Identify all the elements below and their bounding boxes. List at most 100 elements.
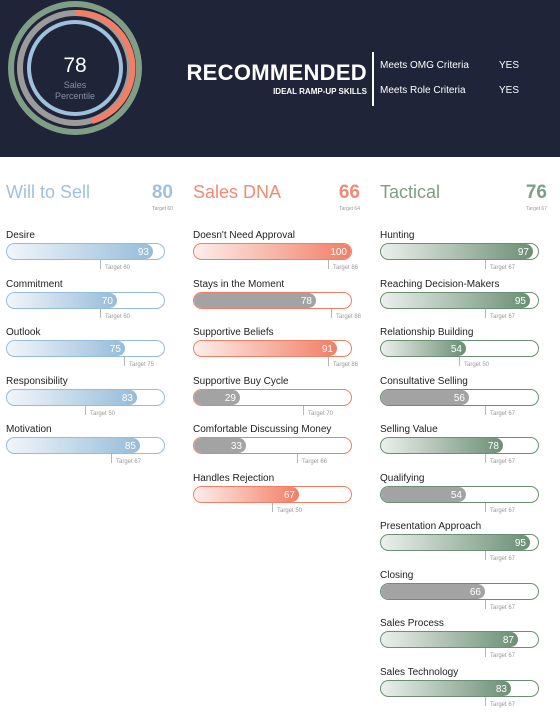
skill-label: Supportive Buy Cycle (193, 375, 289, 387)
target-tick (100, 260, 101, 269)
target-label: Target 67 (490, 556, 516, 562)
skill-row: Sales Technology 83 Target 67 (380, 667, 547, 715)
skill-bar-fill (7, 389, 137, 405)
skill-bar: 87 (380, 631, 539, 648)
skill-value: 87 (502, 635, 514, 646)
column-target: Target 60 (152, 206, 173, 212)
skill-label: Supportive Beliefs (193, 327, 274, 338)
target-label: Target 67 (490, 265, 516, 271)
skill-bar: 67 (193, 485, 352, 503)
skill-bar: 78 (380, 437, 539, 454)
skill-row: Doesn't Need Approval 100 Target 86 (193, 230, 360, 278)
skill-bar: 78 (193, 291, 352, 309)
target-tick (111, 454, 112, 463)
skill-bar-fill (381, 244, 533, 259)
target-label: Target 67 (490, 459, 516, 465)
target-tick (459, 357, 460, 366)
recommendation-subtitle: IDEAL RAMP-UP SKILLS (273, 87, 367, 96)
target-tick (485, 551, 486, 560)
skill-bar-fill (7, 438, 140, 453)
target-tick (485, 599, 486, 609)
skill-value: 56 (453, 392, 465, 404)
target-label: Target 50 (90, 410, 116, 417)
skill-bar-fill (194, 341, 337, 356)
skill-bar-fill (7, 244, 153, 259)
skill-bar: 29 (193, 388, 352, 406)
target-label: Target 50 (277, 507, 303, 514)
skill-value: 33 (230, 441, 242, 452)
skill-bar: 66 (380, 582, 539, 600)
skill-value: 70 (101, 295, 113, 307)
target-tick (331, 308, 332, 318)
skill-label: Presentation Approach (380, 521, 482, 532)
skill-row: Stays in the Moment 78 Target 88 (193, 278, 361, 327)
skill-row: Commitment 70 Target 60 (6, 279, 173, 327)
target-label: Target 70 (308, 410, 334, 417)
skill-bar-fill (381, 680, 511, 696)
percentile-gauge (8, 1, 142, 135)
target-label: Target 67 (490, 410, 516, 417)
column-score: 80 (151, 182, 173, 203)
skill-value: 95 (514, 538, 526, 549)
skill-bar-fill (381, 292, 530, 308)
skill-value: 95 (514, 295, 526, 307)
skill-row: Supportive Beliefs 91 Target 86 (193, 327, 360, 375)
skill-value: 93 (137, 247, 149, 258)
skill-value: 83 (495, 683, 507, 695)
skill-row: Sales Process 87 Target 67 (380, 618, 547, 666)
skill-bar-fill (381, 389, 469, 405)
target-tick (100, 308, 101, 318)
percentile-label: Sales Percentile (30, 80, 120, 102)
skill-label: Comfortable Discussing Money (193, 424, 332, 435)
skill-value: 54 (450, 489, 462, 501)
skill-bar-fill (381, 583, 485, 599)
target-label: Target 50 (464, 362, 490, 368)
target-tick (485, 696, 486, 706)
skill-bar: 56 (380, 388, 539, 406)
header-divider (372, 52, 374, 106)
target-tick (328, 357, 329, 366)
target-label: Target 75 (129, 362, 155, 368)
target-tick (485, 308, 486, 318)
skill-row: Outlook 75 Target 75 (6, 327, 173, 375)
skill-bar-fill (7, 341, 125, 356)
target-tick (303, 405, 304, 415)
target-tick (85, 405, 86, 415)
skill-bar: 33 (193, 437, 352, 454)
target-tick (485, 260, 486, 269)
skill-bar-fill (194, 389, 240, 405)
column-title: Sales DNA (193, 182, 282, 202)
skill-bar: 95 (380, 534, 539, 551)
skill-bar-fill (7, 292, 117, 308)
gauge-ring-mid-accent (74, 9, 136, 124)
target-label: Target 67 (490, 507, 516, 514)
skill-bar: 91 (193, 340, 352, 357)
target-tick (485, 648, 486, 657)
skill-bar: 100 (193, 243, 352, 260)
skill-bar-fill (194, 438, 246, 453)
skill-value: 97 (517, 247, 529, 258)
skill-row: Hunting 97 Target 67 (380, 230, 547, 278)
skill-label: Responsibility (6, 375, 68, 387)
column-title: Tactical (380, 182, 441, 202)
skill-row: Selling Value 78 Target 67 (380, 424, 547, 472)
percentile-value: 78 (63, 54, 87, 77)
skill-label: Doesn't Need Approval (193, 230, 295, 241)
skill-bar-fill (381, 535, 530, 550)
skill-row: Handles Rejection 67 Target 50 (193, 473, 360, 521)
skill-bar-fill (194, 486, 299, 502)
skill-label: Stays in the Moment (193, 278, 285, 290)
skill-value: 67 (283, 489, 295, 501)
skill-bar: 70 (6, 291, 165, 309)
skill-label: Handles Rejection (193, 472, 275, 484)
criteria-role-label: Meets Role Criteria (380, 85, 466, 96)
skill-label: Sales Process (380, 618, 444, 629)
skill-bar: 93 (6, 243, 165, 260)
skill-bar-fill (381, 438, 503, 453)
skill-bar-fill (381, 632, 518, 647)
skill-label: Commitment (6, 278, 63, 290)
gauge-ring-inner (27, 20, 123, 116)
recommendation-title: RECOMMENDED (186, 60, 367, 85)
skill-bar-fill (194, 292, 316, 308)
header-banner: 78 Sales Percentile RECOMMENDED IDEAL RA… (0, 0, 560, 157)
